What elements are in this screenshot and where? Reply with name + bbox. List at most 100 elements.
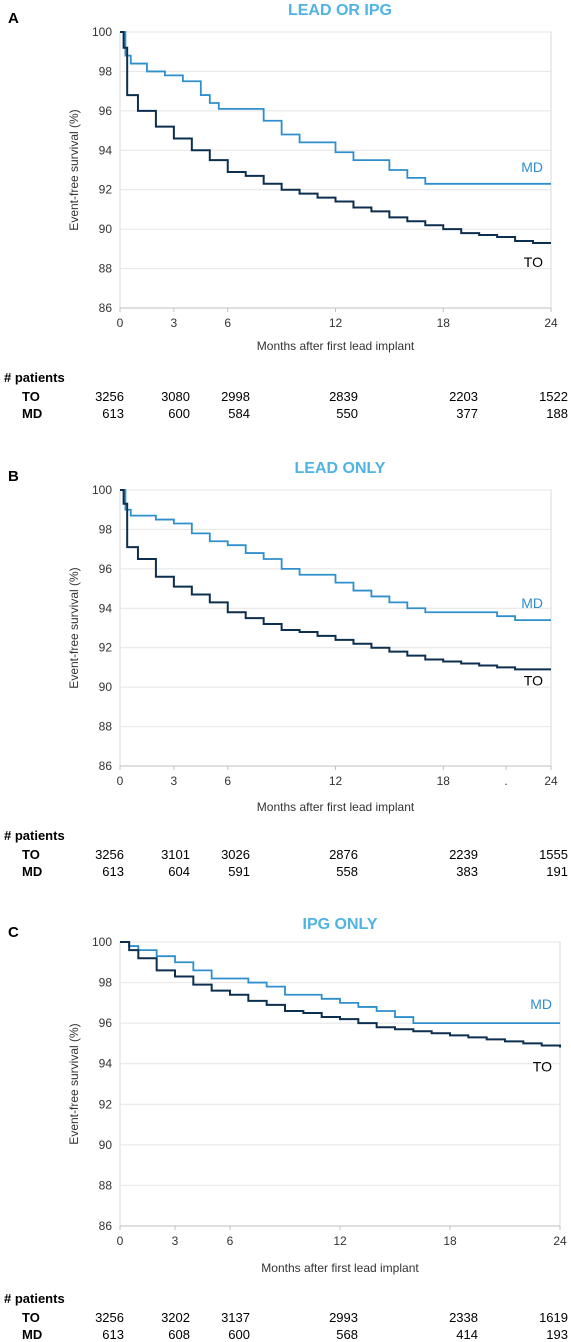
patients-header: # patients (4, 1291, 65, 1306)
patients-header: # patients (4, 370, 65, 385)
x-tick-label: 18 (443, 1234, 457, 1248)
series-line-md (120, 31, 551, 185)
patients-cell: 2998 (221, 389, 250, 404)
patients-cell: 191 (546, 864, 568, 879)
y-tick-label: 94 (99, 601, 113, 615)
patients-cell: 568 (336, 1327, 358, 1342)
x-tick-label: 6 (227, 1234, 234, 1248)
x-tick-label: 3 (171, 774, 178, 788)
x-tick-label: 24 (544, 774, 558, 788)
y-tick-label: 98 (99, 64, 113, 78)
survival-chart: 86 88 90 92 94 96 98 100 0 3 6 12 18 24 Months after f… (67, 25, 558, 353)
patients-cell: 2993 (329, 1310, 358, 1325)
series-label-to: TO (524, 672, 543, 688)
panel-a: A LEAD OR IPG 86 88 90 92 94 96 98 100 0 3 6 12 18 24… (0, 0, 571, 421)
patients-cell: 591 (228, 864, 250, 879)
patients-cell: 193 (546, 1327, 568, 1342)
patients-cell: 2876 (329, 847, 358, 862)
patients-cell: 3256 (95, 1310, 124, 1325)
y-tick-label: 92 (99, 1097, 113, 1111)
x-tick-label: 12 (333, 1234, 347, 1248)
x-axis-title: Months after first lead implant (257, 800, 415, 814)
x-tick-label: 6 (224, 774, 231, 788)
patients-header: # patients (4, 828, 65, 843)
series-label-md: MD (530, 996, 552, 1012)
patients-cell: 608 (168, 1327, 190, 1342)
y-tick-label: 96 (99, 1016, 113, 1030)
patients-cell: 3080 (161, 389, 190, 404)
series-label-to: TO (533, 1058, 552, 1074)
patients-cell: 3026 (221, 847, 250, 862)
patients-cell: 1522 (539, 389, 568, 404)
patients-row-label: TO (22, 1310, 40, 1325)
y-tick-label: 98 (99, 976, 113, 990)
series-line-to (120, 31, 551, 244)
x-tick-label: 12 (329, 316, 343, 330)
x-axis-title: Months after first lead implant (261, 1261, 419, 1275)
patients-cell: 3101 (161, 847, 190, 862)
x-axis-title: Months after first lead implant (257, 339, 415, 353)
panel-b: B LEAD ONLY 86 88 90 92 94 96 98 100 0 3 6 12 18. 24 M… (0, 458, 571, 879)
patients-cell: 3137 (221, 1310, 250, 1325)
x-tick-label: 0 (117, 316, 124, 330)
x-tick-label: 0 (117, 774, 124, 788)
y-tick-label: 100 (92, 25, 112, 39)
patients-cell: 550 (336, 406, 358, 421)
patients-row-label: MD (22, 1327, 43, 1342)
y-axis-title: Event-free survival (%) (67, 109, 81, 230)
y-tick-label: 90 (99, 222, 113, 236)
patients-cell: 2203 (449, 389, 478, 404)
patients-cell: 3256 (95, 389, 124, 404)
patients-cell: 377 (456, 406, 478, 421)
panel-c: C IPG ONLY 86 88 90 92 94 96 98 100 0 3 6 12 18 24 Mon… (0, 914, 571, 1342)
patients-cell: 600 (228, 1327, 250, 1342)
patients-row-label: TO (22, 389, 40, 404)
series-line-to (120, 489, 551, 671)
x-tick-label: 12 (329, 774, 343, 788)
patients-cell: 3202 (161, 1310, 190, 1325)
patients-cell: 584 (228, 406, 250, 421)
patients-cell: 1555 (539, 847, 568, 862)
series-line-to (120, 941, 561, 1048)
plot-area (119, 941, 561, 1227)
series-label-md: MD (521, 159, 543, 175)
patients-cell: 600 (168, 406, 190, 421)
y-tick-label: 96 (99, 104, 113, 118)
chart-title: LEAD OR IPG (287, 2, 392, 19)
series-line-md (120, 489, 551, 622)
patients-row-label: MD (22, 406, 43, 421)
y-tick-label: 88 (99, 262, 113, 276)
plot-area (119, 489, 552, 767)
y-axis-title: Event-free survival (%) (67, 567, 81, 688)
patients-row-label: MD (22, 864, 43, 879)
plot-area (119, 31, 552, 309)
patients-cell: 613 (102, 1327, 124, 1342)
y-tick-label: 92 (99, 183, 113, 197)
x-tick-label: 6 (224, 316, 231, 330)
x-tick-label: 18 (437, 316, 451, 330)
x-tick-label: 3 (171, 316, 178, 330)
survival-chart: 86 88 90 92 94 96 98 100 0 3 6 12 18 24 Months after f… (67, 935, 567, 1275)
y-axis-title: Event-free survival (%) (67, 1023, 81, 1144)
patients-cell: 604 (168, 864, 190, 879)
y-tick-label: 86 (99, 301, 113, 315)
chart-title: LEAD ONLY (294, 460, 386, 477)
y-tick-label: 100 (92, 935, 112, 949)
y-tick-label: 86 (99, 1219, 113, 1233)
patients-cell: 414 (456, 1327, 478, 1342)
y-tick-label: 94 (99, 1057, 113, 1071)
panel-letter: C (8, 924, 19, 941)
series-line-md (120, 941, 560, 1025)
patients-cell: 383 (456, 864, 478, 879)
x-tick-label: 24 (553, 1234, 567, 1248)
patients-cell: 613 (102, 406, 124, 421)
x-tick-label: 18 (437, 774, 451, 788)
patients-cell: 1619 (539, 1310, 568, 1325)
patients-cell: 613 (102, 864, 124, 879)
chart-title: IPG ONLY (302, 916, 378, 933)
x-tick-label: 3 (172, 1234, 179, 1248)
panel-letter: A (8, 10, 19, 27)
panel-letter: B (8, 468, 19, 485)
patients-row-label: TO (22, 847, 40, 862)
series-label-to: TO (524, 254, 543, 270)
